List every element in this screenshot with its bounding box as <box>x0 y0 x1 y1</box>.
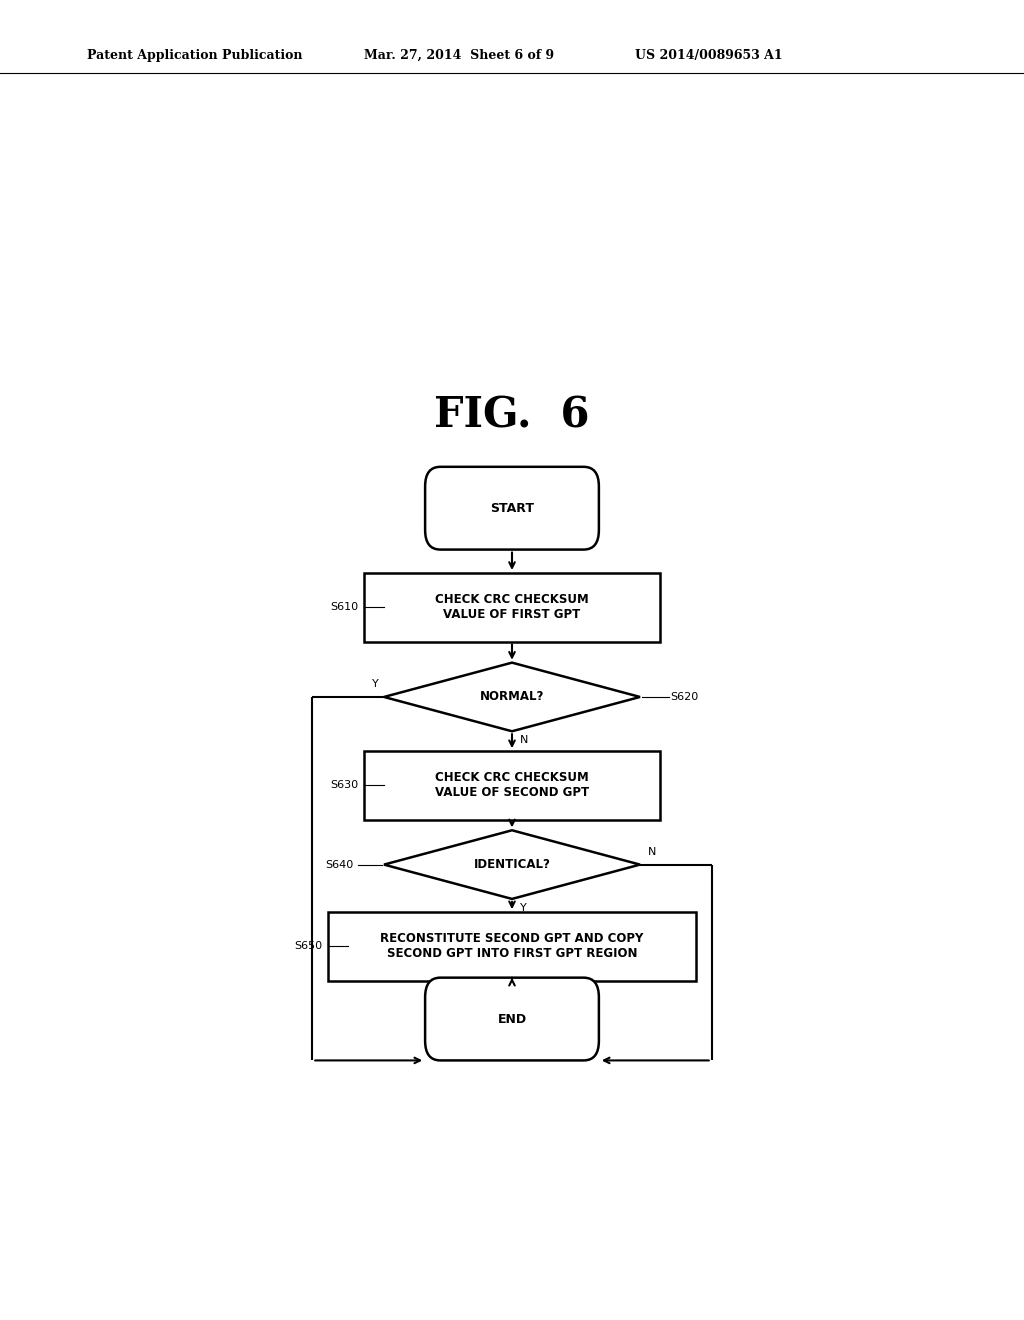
Text: S630: S630 <box>331 780 358 791</box>
Text: N: N <box>520 735 528 746</box>
Bar <box>364 751 660 820</box>
Polygon shape <box>384 663 640 731</box>
Bar <box>328 912 696 981</box>
Bar <box>364 573 660 642</box>
FancyBboxPatch shape <box>425 978 599 1060</box>
FancyBboxPatch shape <box>425 467 599 549</box>
Text: CHECK CRC CHECKSUM
VALUE OF FIRST GPT: CHECK CRC CHECKSUM VALUE OF FIRST GPT <box>435 593 589 622</box>
Text: Y: Y <box>520 903 527 913</box>
Text: NORMAL?: NORMAL? <box>480 690 544 704</box>
Text: Patent Application Publication: Patent Application Publication <box>87 49 302 62</box>
Text: CHECK CRC CHECKSUM
VALUE OF SECOND GPT: CHECK CRC CHECKSUM VALUE OF SECOND GPT <box>435 771 589 800</box>
Text: Mar. 27, 2014  Sheet 6 of 9: Mar. 27, 2014 Sheet 6 of 9 <box>364 49 554 62</box>
Text: S640: S640 <box>325 859 353 870</box>
Text: S620: S620 <box>671 692 699 702</box>
Text: S650: S650 <box>295 941 323 952</box>
Text: RECONSTITUTE SECOND GPT AND COPY
SECOND GPT INTO FIRST GPT REGION: RECONSTITUTE SECOND GPT AND COPY SECOND … <box>380 932 644 961</box>
Text: S610: S610 <box>331 602 358 612</box>
Text: END: END <box>498 1012 526 1026</box>
Polygon shape <box>384 830 640 899</box>
Text: Y: Y <box>373 678 379 689</box>
Text: FIG.  6: FIG. 6 <box>434 395 590 437</box>
Text: US 2014/0089653 A1: US 2014/0089653 A1 <box>635 49 782 62</box>
Text: N: N <box>648 846 656 857</box>
Text: START: START <box>490 502 534 515</box>
Text: IDENTICAL?: IDENTICAL? <box>473 858 551 871</box>
